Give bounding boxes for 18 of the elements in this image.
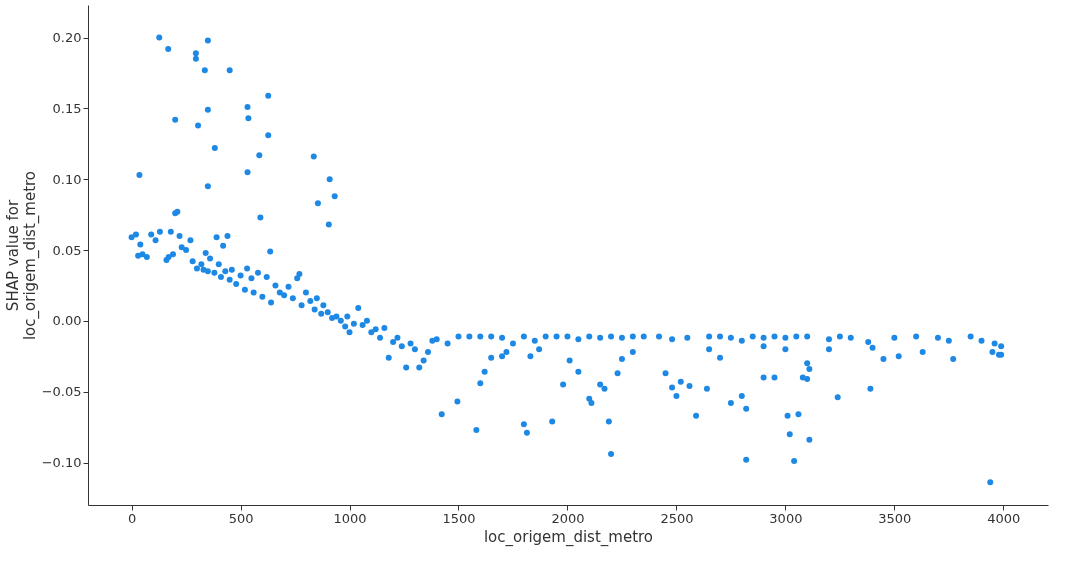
y-tick-label: 0.10 [52,171,82,187]
x-tick-label: 3000 [769,510,803,526]
x-tick-label: 1000 [333,510,367,526]
y-axis-title: SHAP value for loc_origem_dist_metro [3,170,40,341]
x-tick-label: 2500 [660,510,694,526]
x-tick-label: 4000 [987,510,1021,526]
x-tick-label: 500 [228,510,254,526]
y-tick-label: −0.05 [41,384,82,400]
x-tick-label: 1500 [442,510,476,526]
y-tick-label: 0.20 [52,30,82,46]
x-tick-label: 3500 [878,510,912,526]
x-axis-title: loc_origem_dist_metro [483,527,654,547]
x-tick-label: 2000 [551,510,585,526]
y-tick-label: −0.10 [41,455,82,471]
y-tick-label: 0.15 [52,100,82,116]
y-tick-label: 0.05 [52,242,82,258]
y-tick-label: 0.00 [52,313,82,329]
x-tick-label: 0 [127,510,137,526]
